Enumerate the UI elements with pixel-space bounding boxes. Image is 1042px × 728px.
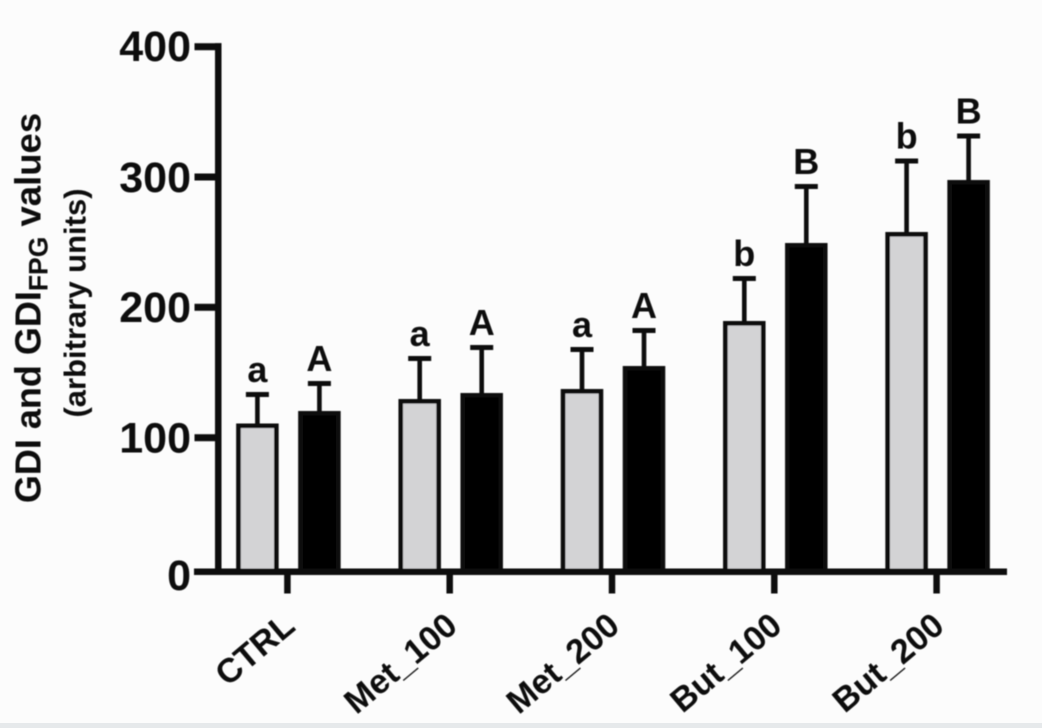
svg-text:B: B	[793, 141, 819, 182]
svg-text:A: A	[631, 285, 657, 326]
svg-text:B: B	[956, 91, 982, 132]
svg-text:a: a	[247, 349, 268, 390]
svg-text:b: b	[896, 116, 918, 157]
svg-text:100: 100	[119, 415, 191, 463]
svg-text:300: 300	[119, 154, 191, 202]
svg-text:a: a	[572, 304, 593, 345]
svg-text:400: 400	[119, 23, 191, 71]
svg-text:(arbitrary units): (arbitrary units)	[58, 188, 93, 417]
svg-text:0: 0	[167, 552, 191, 600]
svg-text:GDI and GDIFPG values: GDI and GDIFPG values	[8, 113, 54, 503]
svg-text:A: A	[306, 338, 332, 379]
svg-text:a: a	[410, 313, 431, 354]
svg-text:200: 200	[119, 284, 191, 332]
svg-text:b: b	[733, 233, 755, 274]
svg-text:A: A	[469, 302, 495, 343]
